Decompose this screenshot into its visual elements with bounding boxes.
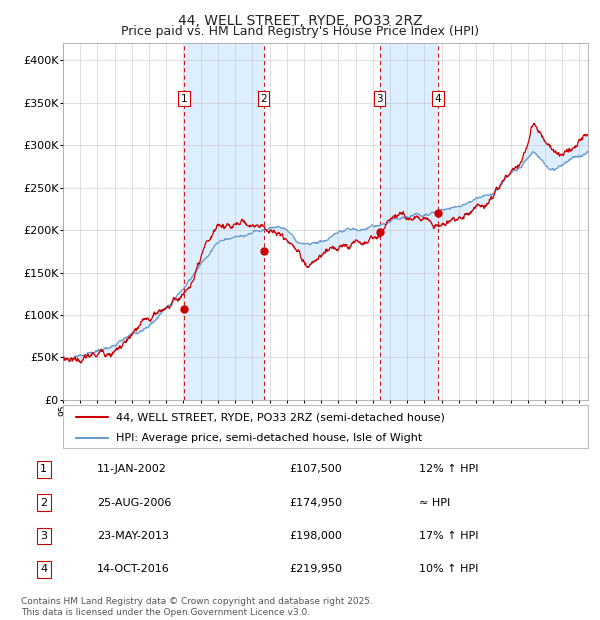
Text: 10% ↑ HPI: 10% ↑ HPI	[419, 564, 478, 574]
Text: 4: 4	[435, 94, 442, 104]
Text: 12% ↑ HPI: 12% ↑ HPI	[419, 464, 478, 474]
Text: HPI: Average price, semi-detached house, Isle of Wight: HPI: Average price, semi-detached house,…	[115, 433, 422, 443]
Text: ≈ HPI: ≈ HPI	[419, 498, 450, 508]
Text: 25-AUG-2006: 25-AUG-2006	[97, 498, 172, 508]
Bar	[184, 43, 263, 400]
Text: 14-OCT-2016: 14-OCT-2016	[97, 564, 170, 574]
Text: £219,950: £219,950	[289, 564, 342, 574]
Text: 44, WELL STREET, RYDE, PO33 2RZ (semi-detached house): 44, WELL STREET, RYDE, PO33 2RZ (semi-de…	[115, 412, 445, 422]
Text: 4: 4	[40, 564, 47, 574]
Text: £174,950: £174,950	[289, 498, 342, 508]
Text: 1: 1	[40, 464, 47, 474]
Bar	[380, 43, 438, 400]
Text: £198,000: £198,000	[289, 531, 342, 541]
Text: Contains HM Land Registry data © Crown copyright and database right 2025.
This d: Contains HM Land Registry data © Crown c…	[21, 598, 373, 617]
Text: £107,500: £107,500	[289, 464, 342, 474]
Text: 3: 3	[40, 531, 47, 541]
Text: 3: 3	[376, 94, 383, 104]
Text: Price paid vs. HM Land Registry's House Price Index (HPI): Price paid vs. HM Land Registry's House …	[121, 25, 479, 38]
Text: 23-MAY-2013: 23-MAY-2013	[97, 531, 169, 541]
Text: 11-JAN-2002: 11-JAN-2002	[97, 464, 167, 474]
Text: 44, WELL STREET, RYDE, PO33 2RZ: 44, WELL STREET, RYDE, PO33 2RZ	[178, 14, 422, 28]
Text: 2: 2	[260, 94, 267, 104]
Text: 2: 2	[40, 498, 47, 508]
Text: 17% ↑ HPI: 17% ↑ HPI	[419, 531, 478, 541]
Text: 1: 1	[181, 94, 187, 104]
FancyBboxPatch shape	[63, 405, 588, 448]
